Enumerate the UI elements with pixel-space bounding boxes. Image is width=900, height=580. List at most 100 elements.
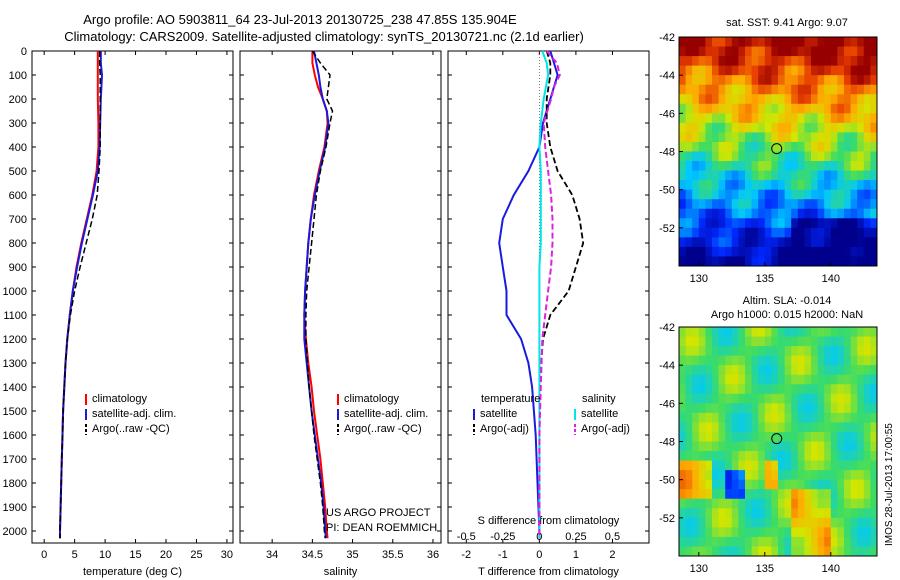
sst-map-cell	[844, 84, 852, 95]
sst-map-cell	[850, 37, 858, 48]
sst-map-cell	[850, 151, 858, 162]
sst-map-cell	[850, 122, 858, 133]
sst-map-cell	[738, 227, 746, 238]
sla-map-cell	[784, 470, 792, 481]
sst-map-cell	[692, 75, 700, 86]
sst-map-cell	[824, 180, 832, 191]
sst-map-cell	[857, 37, 865, 48]
sst-map-cell	[830, 237, 838, 248]
sst-map-cell	[817, 46, 825, 57]
y-tick-label: 1300	[3, 358, 27, 370]
sla-map-cell	[844, 384, 852, 395]
sst-map-cell	[685, 84, 693, 95]
sst-map-cell	[817, 218, 825, 229]
x-tick-label: 35	[346, 549, 358, 561]
sst-map-cell	[857, 113, 865, 124]
sla-map-cell	[745, 451, 753, 462]
sla-map-cell	[745, 336, 753, 347]
sla-map-cell	[712, 536, 720, 547]
sst-map-cell	[863, 227, 871, 238]
sst-map-cell	[797, 189, 805, 200]
sst-map-cell	[705, 56, 713, 67]
sla-map-cell	[857, 403, 865, 414]
sla-map-cell	[731, 327, 739, 338]
y-tick-label: 1600	[3, 430, 27, 442]
sla-map-cell	[824, 393, 832, 404]
sla-map-cell	[811, 374, 819, 385]
sla-map-cell	[692, 498, 700, 509]
sst-map-cell	[830, 75, 838, 86]
sst-map-cell	[718, 103, 726, 114]
sla-map-cell	[725, 403, 733, 414]
sla-map-cell	[751, 336, 759, 347]
sst-map-x-tick-label: 135	[756, 273, 774, 285]
sst-map-cell	[844, 103, 852, 114]
temperature-panel: 0 5 10 15 20 25 300100200300400500600700800900…	[3, 46, 234, 578]
sla-map-cell	[797, 384, 805, 395]
sla-map-cell	[863, 536, 871, 547]
temperature-x-axis-label: temperature (deg C)	[83, 566, 182, 578]
sst-map-cell	[817, 113, 825, 124]
sst-map-cell	[712, 132, 720, 143]
sla-map-cell	[712, 346, 720, 357]
sla-map-cell	[758, 460, 766, 471]
sla-map-cell	[771, 489, 779, 500]
sst-map-cell	[705, 113, 713, 124]
sla-map-argo-marker	[771, 433, 783, 445]
sla-map-cell	[712, 403, 720, 414]
sla-map-cell	[731, 346, 739, 357]
sla-map-cell	[725, 336, 733, 347]
sla-map-cell	[679, 431, 687, 442]
sst-map-cell	[764, 246, 772, 257]
sla-map-cell	[844, 479, 852, 490]
sla-map-cell	[745, 546, 753, 557]
sst-map-cell	[745, 151, 753, 162]
sla-map-cell	[857, 336, 865, 347]
sst-map-cell	[804, 122, 812, 133]
diff-legend-salinity-satellite-label: satellite	[581, 408, 618, 420]
sla-map-cell	[784, 355, 792, 366]
sst-map-cell	[857, 132, 865, 143]
sla-map-cell	[817, 393, 825, 404]
sst-map-cell	[738, 189, 746, 200]
sst-map-cell	[784, 227, 792, 238]
sst-map-cell	[679, 170, 687, 181]
sst-map-cell	[751, 56, 759, 67]
sst-map-cell	[811, 37, 819, 48]
sla-map-cell	[764, 451, 772, 462]
sla-map-cell	[804, 365, 812, 376]
sst-map-cell	[705, 237, 713, 248]
sst-map-cell	[692, 113, 700, 124]
sla-map-cell	[731, 489, 739, 500]
sst-map-cell	[804, 180, 812, 191]
sst-map-cell	[837, 65, 845, 76]
sla-map-cell	[745, 346, 753, 357]
sla-map-cell	[758, 403, 766, 414]
sla-map-cell	[797, 355, 805, 366]
sla-map-cell	[725, 479, 733, 490]
sst-map-cell	[712, 208, 720, 219]
sst-map-cell	[870, 227, 878, 238]
sla-map-cell	[758, 451, 766, 462]
x-tick-label: 15	[129, 549, 141, 561]
sst-map-cell	[712, 170, 720, 181]
sla-map-cell	[745, 412, 753, 423]
sla-map-cell	[764, 508, 772, 519]
sst-map-cell	[811, 199, 819, 210]
sla-map-cell	[857, 479, 865, 490]
y-tick-label: 1800	[3, 478, 27, 490]
sst-map-cell	[870, 56, 878, 67]
sst-map-cell	[791, 180, 799, 191]
sla-map-cell	[778, 393, 786, 404]
sla-map-cell	[824, 422, 832, 433]
sla-map-cell	[863, 327, 871, 338]
sla-map-cell	[850, 393, 858, 404]
sst-map-cell	[751, 65, 759, 76]
sst-map-cell	[857, 94, 865, 105]
sla-map-cell	[857, 508, 865, 519]
sst-map-cell	[771, 227, 779, 238]
sla-map-cell	[817, 498, 825, 509]
sst-map-cell	[698, 227, 706, 238]
sla-map-cell	[778, 355, 786, 366]
sst-map-cell	[751, 141, 759, 152]
